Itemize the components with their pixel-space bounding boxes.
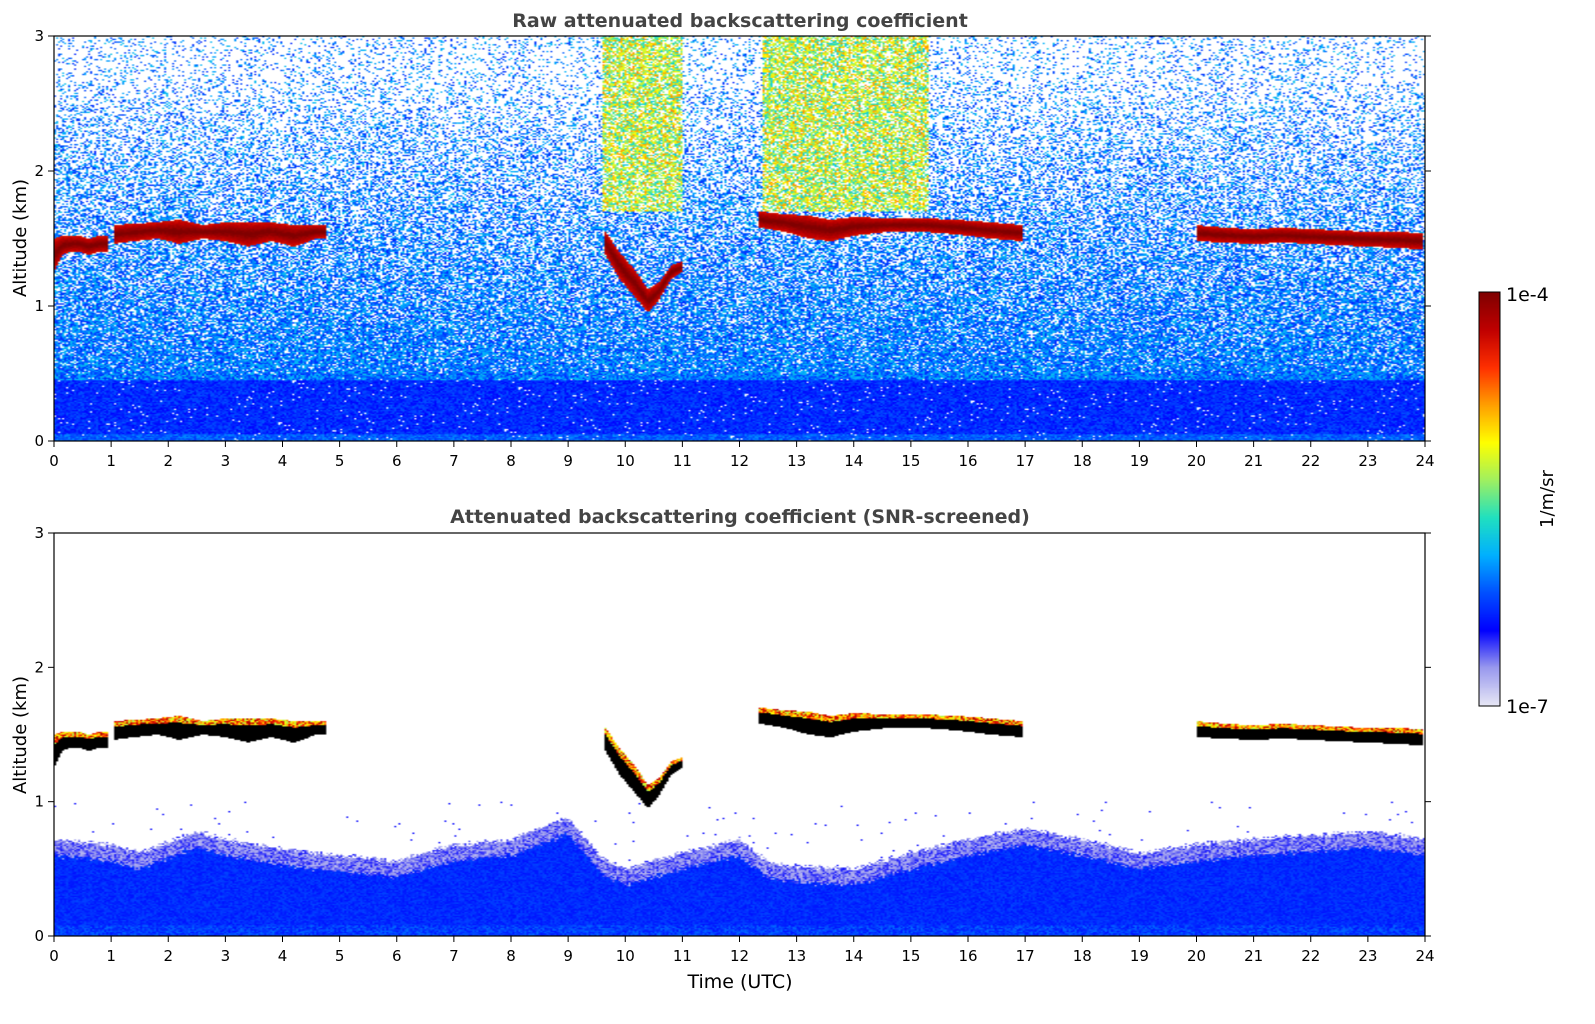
- x-tick-label: 0: [49, 452, 59, 470]
- colorbar-frame: [1478, 291, 1501, 707]
- y-tick-label: 3: [34, 27, 44, 45]
- x-tick-label: 13: [787, 947, 806, 965]
- x-tick-label: 7: [449, 947, 459, 965]
- x-tick-label: 15: [901, 947, 920, 965]
- x-tick-label: 3: [221, 452, 231, 470]
- y-tick-label: 2: [34, 162, 44, 180]
- x-tick-label: 23: [1358, 452, 1377, 470]
- panel-screened: Attenuated backscattering coefficient (S…: [10, 506, 1435, 993]
- x-tick-label: 9: [563, 452, 573, 470]
- x-tick-label: 1: [106, 452, 116, 470]
- colorbar-min-label: 1e-7: [1506, 696, 1549, 718]
- x-tick-label: 17: [1016, 947, 1035, 965]
- y-tick-label: 3: [34, 524, 44, 542]
- x-tick-label: 13: [787, 452, 806, 470]
- x-tick-label: 19: [1130, 947, 1149, 965]
- x-tick-label: 18: [1073, 452, 1092, 470]
- x-tick-label: 9: [563, 947, 573, 965]
- x-tick-label: 18: [1073, 947, 1092, 965]
- x-tick-label: 2: [163, 452, 173, 470]
- y-tick-label: 0: [34, 927, 44, 945]
- x-tick-label: 10: [616, 452, 635, 470]
- x-tick-label: 22: [1301, 947, 1320, 965]
- x-tick-label: 15: [901, 452, 920, 470]
- axis-ticks: 0 1 2 3 4 5 6 7 8 9 10 11 12 13 14 15 16 17 18 19 20 21 22 23 24…: [34, 524, 1434, 965]
- colorbar: 1e-4 1e-7 1/m/sr: [1478, 284, 1558, 718]
- x-tick-label: 20: [1187, 947, 1206, 965]
- x-tick-label: 2: [163, 947, 173, 965]
- x-tick-label: 6: [392, 947, 402, 965]
- x-tick-label: 8: [506, 947, 516, 965]
- x-tick-label: 20: [1187, 452, 1206, 470]
- x-tick-label: 16: [958, 452, 977, 470]
- y-tick-label: 0: [34, 432, 44, 450]
- x-tick-label: 1: [106, 947, 116, 965]
- y-tick-label: 1: [34, 793, 44, 811]
- panel-title: Raw attenuated backscattering coefficien…: [512, 10, 968, 32]
- x-axis-label: Time (UTC): [686, 971, 792, 993]
- x-tick-label: 19: [1130, 452, 1149, 470]
- x-tick-label: 5: [335, 947, 345, 965]
- y-tick-label: 2: [34, 658, 44, 676]
- colorbar-max-label: 1e-4: [1506, 284, 1549, 306]
- x-tick-label: 17: [1016, 452, 1035, 470]
- x-tick-label: 4: [278, 452, 288, 470]
- y-axis-label: Altitude (km): [10, 676, 31, 794]
- x-tick-label: 12: [730, 452, 749, 470]
- y-tick-label: 1: [34, 297, 44, 315]
- x-tick-label: 14: [844, 947, 863, 965]
- x-tick-label: 21: [1244, 452, 1263, 470]
- x-tick-label: 8: [506, 452, 516, 470]
- panel-title: Attenuated backscattering coefficient (S…: [450, 506, 1030, 528]
- x-tick-label: 11: [673, 947, 692, 965]
- x-tick-label: 21: [1244, 947, 1263, 965]
- x-tick-label: 3: [221, 947, 231, 965]
- x-tick-label: 5: [335, 452, 345, 470]
- heatmap-image: [54, 36, 1425, 441]
- x-tick-label: 12: [730, 947, 749, 965]
- x-tick-label: 11: [673, 452, 692, 470]
- x-tick-label: 4: [278, 947, 288, 965]
- x-tick-label: 14: [844, 452, 863, 470]
- x-tick-label: 7: [449, 452, 459, 470]
- heatmap-image: [54, 533, 1425, 936]
- x-tick-label: 24: [1415, 947, 1434, 965]
- panel-raw: Raw attenuated backscattering coefficien…: [10, 10, 1435, 470]
- colorbar-gradient: [1479, 292, 1500, 706]
- x-tick-label: 0: [49, 947, 59, 965]
- x-tick-label: 16: [958, 947, 977, 965]
- x-tick-label: 10: [616, 947, 635, 965]
- x-tick-label: 24: [1415, 452, 1434, 470]
- x-tick-label: 22: [1301, 452, 1320, 470]
- y-axis-label: Altitude (km): [10, 179, 31, 297]
- x-tick-label: 6: [392, 452, 402, 470]
- colorbar-unit-label: 1/m/sr: [1537, 469, 1558, 527]
- x-tick-label: 23: [1358, 947, 1377, 965]
- axis-ticks: 0 1 2 3 4 5 6 7 8 9 10 11 12 13 14 15 16 17 18 19 20 21 22 23 24…: [34, 27, 1434, 470]
